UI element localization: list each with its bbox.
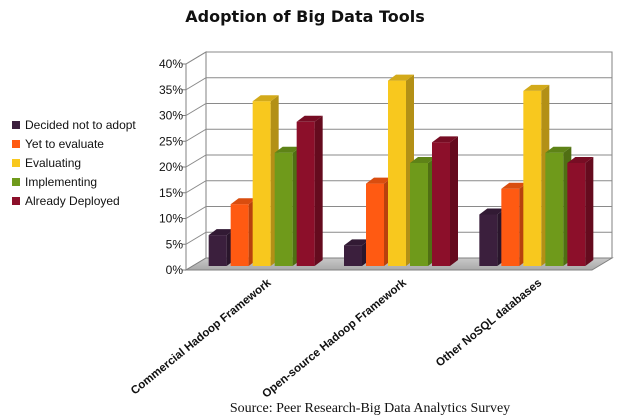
bar-front bbox=[567, 163, 586, 266]
gridline bbox=[185, 77, 612, 91]
legend-swatch bbox=[12, 159, 20, 167]
y-tick-label: 25% bbox=[159, 134, 183, 148]
bar-front bbox=[432, 142, 450, 266]
chart-title: Adoption of Big Data Tools bbox=[185, 7, 424, 26]
bar-front bbox=[252, 101, 271, 266]
bar-front bbox=[274, 152, 293, 266]
bar bbox=[567, 157, 594, 266]
y-tick-label: 35% bbox=[159, 83, 183, 97]
bar-front bbox=[545, 152, 564, 266]
y-tick-label: 40% bbox=[159, 57, 183, 71]
legend-swatch bbox=[12, 178, 20, 186]
legend-label: Yet to evaluate bbox=[25, 137, 104, 151]
legend-label: Decided not to adopt bbox=[25, 118, 136, 132]
gridline bbox=[185, 51, 612, 65]
bar-top bbox=[296, 115, 323, 122]
bar bbox=[296, 115, 323, 266]
legend-label: Already Deployed bbox=[25, 194, 120, 208]
bar-top bbox=[230, 198, 257, 205]
bar-top bbox=[252, 95, 279, 102]
bar bbox=[432, 136, 458, 266]
bar-front bbox=[366, 183, 384, 266]
legend-label: Implementing bbox=[25, 175, 97, 189]
bars bbox=[208, 74, 594, 267]
bar-front bbox=[208, 235, 227, 266]
bar-front bbox=[388, 80, 406, 266]
bar-top bbox=[366, 177, 392, 184]
bar-top bbox=[208, 229, 235, 236]
legend-swatch bbox=[12, 197, 20, 205]
bar-front bbox=[230, 204, 249, 266]
gridline bbox=[185, 128, 612, 142]
bar-top bbox=[567, 157, 594, 163]
bar-front bbox=[501, 188, 520, 266]
bar-front bbox=[344, 245, 362, 266]
legend-label: Evaluating bbox=[25, 156, 81, 170]
legend-swatch bbox=[12, 140, 20, 148]
y-tick-label: 5% bbox=[166, 237, 184, 251]
bar-side bbox=[314, 115, 323, 266]
x-tick-label: Open-source Hadoop Framework bbox=[260, 277, 409, 401]
bar-front bbox=[479, 214, 498, 266]
bar-top bbox=[479, 208, 506, 215]
y-tick-label: 20% bbox=[159, 160, 183, 174]
bar-top bbox=[545, 146, 572, 153]
gridline bbox=[185, 180, 612, 194]
y-axis-ticks: 0% 5% 10% 15% 20% 25% 30% 35% 40% bbox=[159, 57, 186, 277]
bar-front bbox=[410, 163, 428, 266]
bar-top bbox=[274, 146, 301, 153]
bar-top bbox=[501, 182, 528, 189]
legend-swatch bbox=[12, 121, 20, 129]
bar-side bbox=[450, 136, 458, 266]
y-tick-label: 30% bbox=[159, 109, 183, 123]
gridline bbox=[185, 206, 612, 219]
gridline bbox=[185, 154, 612, 168]
bar-front bbox=[296, 121, 315, 266]
legend: Decided not to adopt Yet to evaluate Evalu… bbox=[12, 118, 136, 208]
x-tick-label: Other NoSQL databases bbox=[434, 277, 544, 369]
x-tick-label: Commercial Hadoop Framework bbox=[129, 277, 274, 398]
bar-top bbox=[523, 84, 550, 91]
bar-top bbox=[344, 239, 370, 246]
bar-top bbox=[388, 74, 414, 81]
y-tick-label: 10% bbox=[159, 212, 183, 226]
y-tick-label: 15% bbox=[159, 186, 183, 200]
bar-top bbox=[410, 157, 436, 163]
bar-front bbox=[523, 90, 542, 267]
gridlines bbox=[185, 51, 612, 245]
bar-side bbox=[585, 157, 594, 266]
bar-top bbox=[432, 136, 458, 143]
source-note: Source: Peer Research-Big Data Analytics… bbox=[230, 401, 510, 416]
y-tick-label: 0% bbox=[166, 263, 184, 277]
gridline bbox=[185, 103, 612, 116]
gridline bbox=[185, 231, 612, 245]
